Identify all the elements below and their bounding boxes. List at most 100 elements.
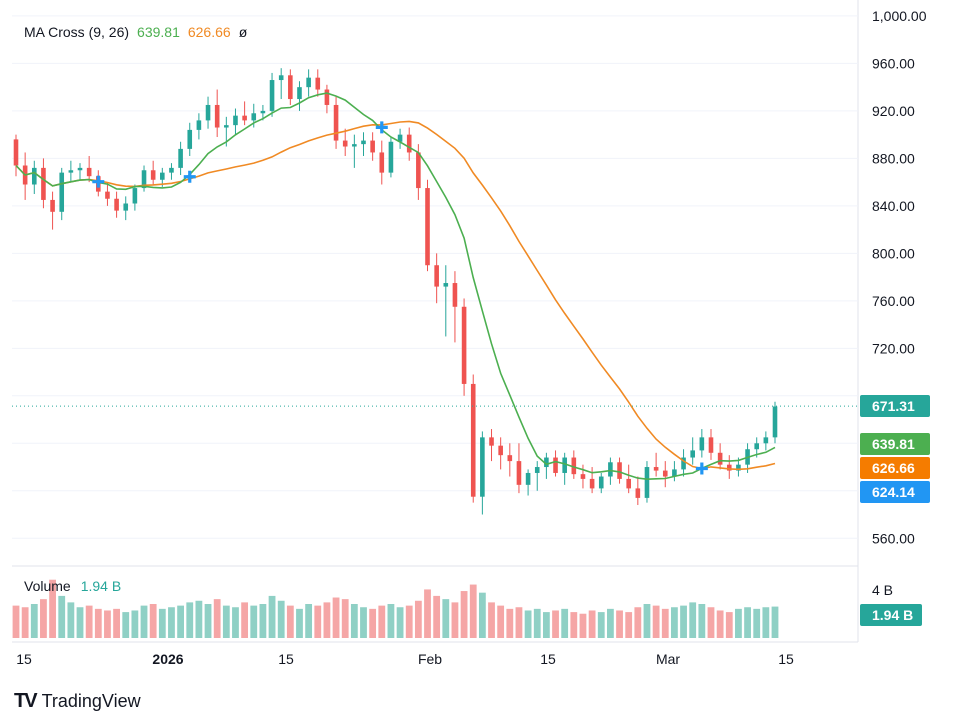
- candle-body: [178, 148, 183, 168]
- volume-bar: [21, 607, 29, 638]
- candle-body: [425, 188, 430, 266]
- candle-body: [333, 104, 339, 141]
- volume-bar: [579, 613, 587, 638]
- volume-bar: [12, 605, 20, 638]
- volume-bar: [671, 607, 678, 638]
- candle-body: [306, 77, 311, 88]
- volume-bar: [405, 605, 413, 638]
- candle-body: [59, 172, 65, 212]
- volume-bar: [186, 602, 194, 638]
- volume-bar: [753, 608, 761, 638]
- volume-bar: [286, 605, 294, 638]
- volume-bar: [369, 608, 377, 638]
- tradingview-logo[interactable]: TV TradingView: [14, 690, 141, 713]
- candle-body: [635, 488, 641, 498]
- volume-bar: [158, 608, 166, 638]
- candle-body: [297, 87, 302, 100]
- candle-body: [525, 472, 531, 485]
- candle-body: [361, 140, 366, 145]
- time-tick-label: Feb: [418, 651, 442, 667]
- candle-body: [160, 172, 165, 180]
- price-tag-text: 639.81: [872, 436, 915, 452]
- fast-ma-line: [15, 92, 776, 481]
- volume-bar: [744, 607, 751, 638]
- volume-tag-text: 1.94 B: [872, 607, 913, 623]
- volume-bar: [524, 610, 532, 638]
- volume-bar: [323, 602, 331, 638]
- candle-body: [461, 306, 467, 384]
- volume-bar: [314, 605, 322, 638]
- volume-bar: [140, 605, 148, 638]
- candle-body: [736, 464, 741, 471]
- tradingview-wordmark: TradingView: [41, 691, 141, 711]
- candle-body: [763, 437, 769, 444]
- candle-body: [498, 445, 503, 456]
- ma-cross-marker: [375, 121, 388, 134]
- slow-ma-line: [15, 120, 776, 471]
- volume-bar: [625, 612, 633, 638]
- volume-bar: [277, 600, 285, 638]
- volume-bar: [241, 602, 249, 638]
- volume-bar: [58, 595, 66, 638]
- candle-body: [50, 199, 55, 212]
- volume-bar: [552, 610, 559, 638]
- price-tick-label: 1,000.00: [872, 8, 927, 24]
- candle-body: [690, 450, 695, 458]
- candle-body: [41, 167, 46, 200]
- visibility-icon[interactable]: ø: [238, 24, 248, 40]
- time-tick-label: 15: [278, 651, 294, 667]
- candle-body: [726, 464, 732, 471]
- volume-bar: [204, 604, 212, 638]
- candle-body: [233, 115, 238, 126]
- candle-body: [416, 152, 421, 189]
- price-tick-label: 920.00: [872, 103, 915, 119]
- volume-bar: [168, 607, 175, 638]
- candle-body: [315, 77, 321, 90]
- volume-bar: [451, 602, 459, 638]
- candle-body: [169, 167, 174, 173]
- candle-body: [434, 265, 439, 287]
- candle-body: [580, 474, 586, 479]
- candle-body: [352, 144, 357, 147]
- candle-body: [553, 457, 558, 473]
- candle-body: [644, 467, 650, 498]
- volume-bar: [762, 607, 770, 638]
- candle-body: [224, 125, 229, 128]
- volume-bar: [616, 610, 623, 638]
- volume-bar: [515, 607, 523, 638]
- time-tick-label: Mar: [656, 651, 680, 667]
- volume-bar: [396, 607, 404, 638]
- slow-ma-value: 626.66: [187, 24, 231, 40]
- volume-bar: [643, 604, 651, 638]
- fast-ma-value: 639.81: [137, 24, 180, 40]
- volume-bar: [149, 604, 157, 638]
- volume-legend[interactable]: Volume 1.94 B: [24, 578, 121, 594]
- volume-bar: [360, 607, 367, 638]
- volume-bar: [414, 600, 422, 638]
- candle-body: [114, 198, 119, 211]
- candle-body: [516, 461, 522, 485]
- price-tick-label: 960.00: [872, 55, 915, 71]
- indicator-legend[interactable]: MA Cross (9, 26) 639.81 626.66 ø: [24, 24, 247, 40]
- time-tick-label: 2026: [152, 651, 183, 667]
- volume-bar: [570, 612, 578, 638]
- volume-bar: [460, 591, 468, 638]
- candle-body: [589, 478, 595, 489]
- candle-body: [489, 437, 494, 446]
- volume-bar: [222, 605, 230, 638]
- time-tick-label: 15: [540, 651, 556, 667]
- candle-body: [571, 457, 577, 475]
- candle-body: [754, 443, 760, 450]
- candle-body: [772, 406, 778, 438]
- ma-cross-marker: [183, 170, 196, 183]
- volume-bar: [49, 579, 56, 638]
- volume-bar: [350, 604, 358, 638]
- volume-bar: [268, 595, 276, 638]
- candle-body: [626, 478, 631, 489]
- candle-body: [598, 476, 604, 489]
- volume-bar: [533, 608, 541, 638]
- volume-bar: [506, 608, 514, 638]
- price-tick-label: 720.00: [872, 340, 915, 356]
- volume-bar: [771, 606, 779, 638]
